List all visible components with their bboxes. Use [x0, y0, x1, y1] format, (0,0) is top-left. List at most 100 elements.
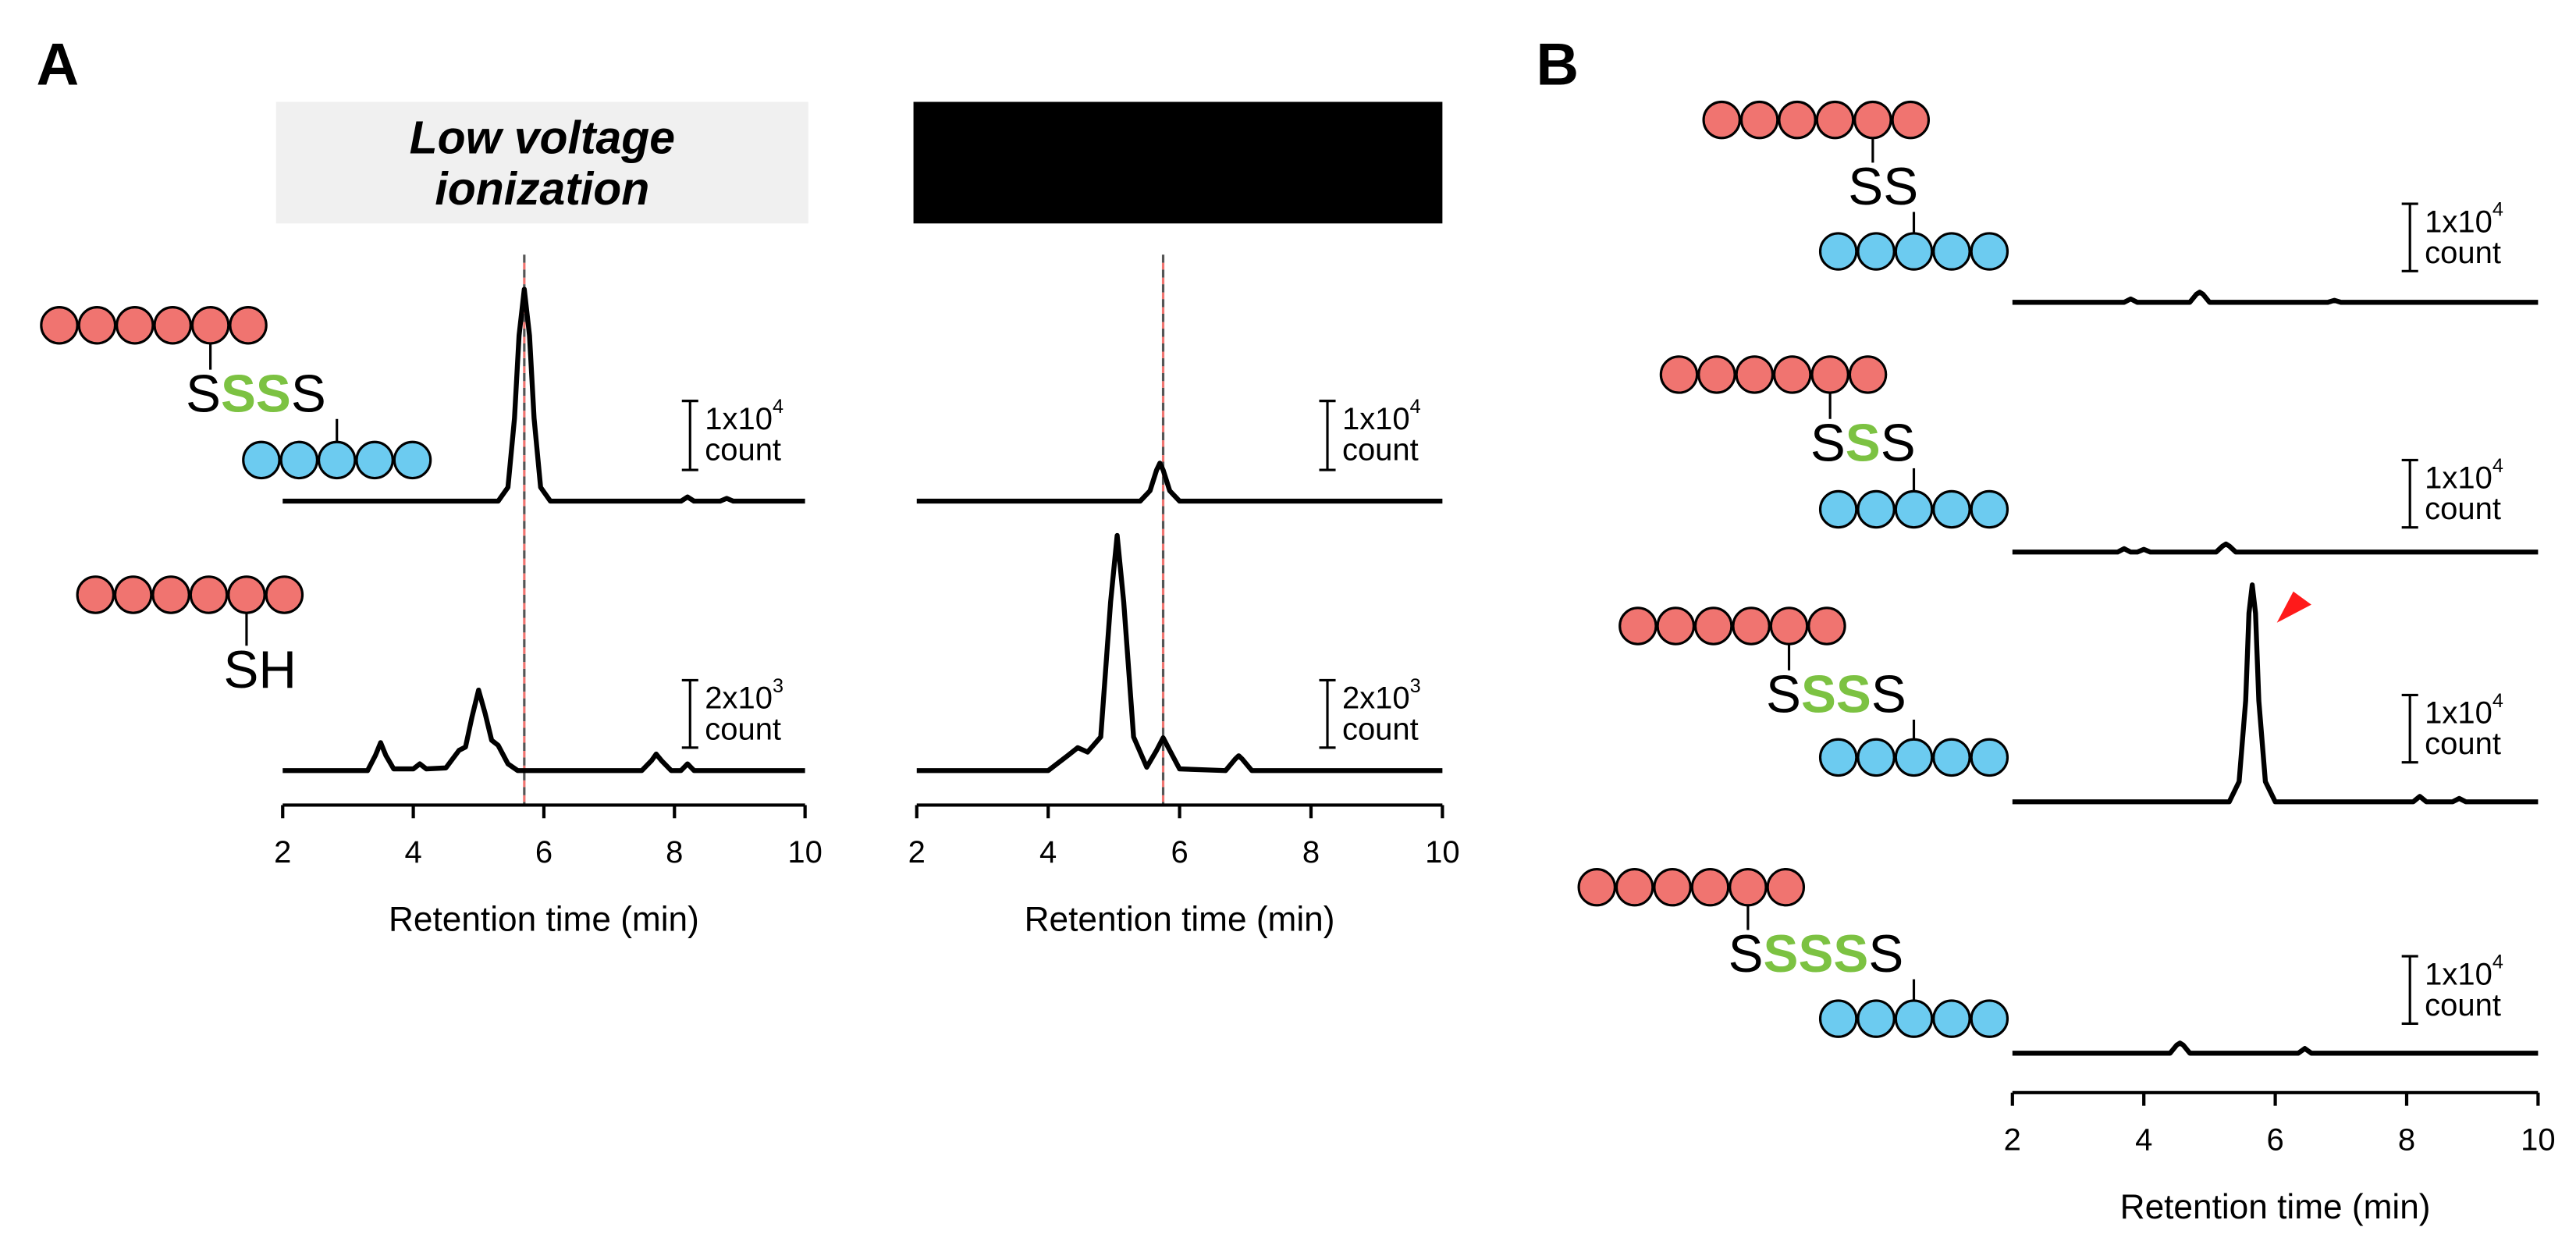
- x-tick-label: 4: [2135, 1123, 2152, 1158]
- scale-label-exp: 3: [773, 675, 783, 697]
- molecule-label: SH: [223, 641, 297, 699]
- blue-unit: [1932, 999, 1971, 1038]
- trace: [282, 286, 805, 504]
- red-unit: [1778, 100, 1817, 140]
- x-axis-label: Retention time (min): [389, 901, 699, 939]
- molecule-part: SSS: [1764, 925, 1869, 983]
- scale-label-base: 1x10: [2425, 957, 2493, 991]
- molecule-part: S: [1810, 414, 1846, 472]
- blue-unit: [1894, 738, 1934, 777]
- blue-unit: [393, 440, 432, 480]
- header-text: ionization: [1071, 164, 1285, 215]
- arrowhead: [2276, 591, 2311, 623]
- blue-unit: [1932, 489, 1971, 529]
- scale-label-base: 1x10: [2425, 205, 2493, 239]
- scale-label-exp: 4: [2493, 454, 2503, 476]
- header-box: [913, 101, 1443, 224]
- red-unit: [1615, 867, 1654, 907]
- scale-label-unit: count: [1342, 712, 1419, 746]
- x-tick-label: 10: [787, 835, 822, 870]
- scale-label-unit: count: [2425, 236, 2501, 270]
- red-unit: [1815, 100, 1855, 140]
- header-text: ionization: [435, 164, 649, 215]
- red-unit: [40, 306, 79, 345]
- red-unit: [1807, 606, 1846, 646]
- x-tick-label: 8: [666, 835, 683, 870]
- blue-unit: [317, 440, 357, 480]
- blue-unit: [1970, 999, 2009, 1038]
- scale-label: 1x104: [2425, 951, 2503, 991]
- x-axis-label: Retention time (min): [2120, 1188, 2431, 1226]
- trace: [916, 532, 1443, 774]
- blue-unit: [1894, 999, 1934, 1038]
- red-unit: [1653, 867, 1692, 907]
- trace: [916, 461, 1443, 504]
- scale-label-unit: count: [705, 712, 781, 746]
- scale-label-unit: count: [1342, 432, 1419, 467]
- panel-label: A: [37, 31, 80, 98]
- scale-label: 1x104: [705, 396, 783, 436]
- molecule-part: S: [1846, 414, 1881, 472]
- blue-unit: [1856, 232, 1896, 271]
- blue-unit: [1818, 232, 1858, 271]
- red-unit: [77, 306, 117, 345]
- x-tick-label: 4: [1039, 835, 1057, 870]
- scale-label-base: 2x10: [705, 681, 773, 715]
- red-unit: [1735, 355, 1775, 394]
- scale-label-base: 1x10: [2425, 461, 2493, 495]
- red-unit: [265, 575, 304, 614]
- red-unit: [1659, 355, 1699, 394]
- molecule-label: SSS: [1810, 414, 1916, 472]
- red-unit: [1891, 100, 1931, 140]
- red-unit: [1577, 867, 1616, 907]
- x-tick-label: 2: [908, 835, 926, 870]
- x-tick-label: 2: [274, 835, 291, 870]
- molecule-label: SSSSS: [1729, 925, 1904, 983]
- scale-label-base: 1x10: [2425, 695, 2493, 730]
- blue-unit: [1818, 489, 1858, 529]
- scale-label-exp: 3: [1410, 675, 1421, 697]
- red-unit: [1769, 606, 1809, 646]
- scale-label-base: 1x10: [1342, 401, 1410, 436]
- red-unit: [1848, 355, 1888, 394]
- molecule-part: S: [291, 365, 326, 423]
- x-tick-label: 10: [2521, 1123, 2555, 1158]
- blue-unit: [1856, 738, 1896, 777]
- trace: [2012, 290, 2539, 305]
- blue-unit: [1818, 999, 1858, 1038]
- scale-label-exp: 4: [1410, 396, 1421, 418]
- blue-unit: [1970, 232, 2009, 271]
- red-unit: [227, 575, 266, 614]
- blue-unit: [1970, 738, 2009, 777]
- red-unit: [153, 306, 192, 345]
- header-box: [275, 101, 808, 224]
- red-unit: [1690, 867, 1730, 907]
- scale-label-exp: 4: [773, 396, 783, 418]
- molecule-part: SH: [223, 641, 297, 699]
- molecule-part: S: [1729, 925, 1764, 983]
- molecule-label: SSSS: [1766, 665, 1906, 724]
- red-unit: [151, 575, 190, 614]
- red-unit: [1656, 606, 1696, 646]
- molecule-part: SS: [1848, 158, 1918, 216]
- x-tick-label: 8: [2398, 1123, 2415, 1158]
- scale-label-exp: 4: [2493, 198, 2503, 220]
- molecule-part: S: [1871, 665, 1906, 724]
- red-unit: [1729, 867, 1768, 907]
- blue-unit: [355, 440, 394, 480]
- red-unit: [1810, 355, 1849, 394]
- molecule-part: S: [1766, 665, 1801, 724]
- x-tick-label: 8: [1302, 835, 1320, 870]
- red-unit: [229, 306, 268, 345]
- scale-label-base: 1x10: [705, 401, 773, 436]
- blue-unit: [1818, 738, 1858, 777]
- trace: [2012, 1040, 2539, 1056]
- scale-label-unit: count: [2425, 492, 2501, 526]
- x-tick-label: 2: [2004, 1123, 2021, 1158]
- scale-label: 2x103: [1342, 675, 1421, 716]
- red-unit: [1739, 100, 1779, 140]
- red-unit: [190, 306, 230, 345]
- red-unit: [1732, 606, 1771, 646]
- red-unit: [1772, 355, 1812, 394]
